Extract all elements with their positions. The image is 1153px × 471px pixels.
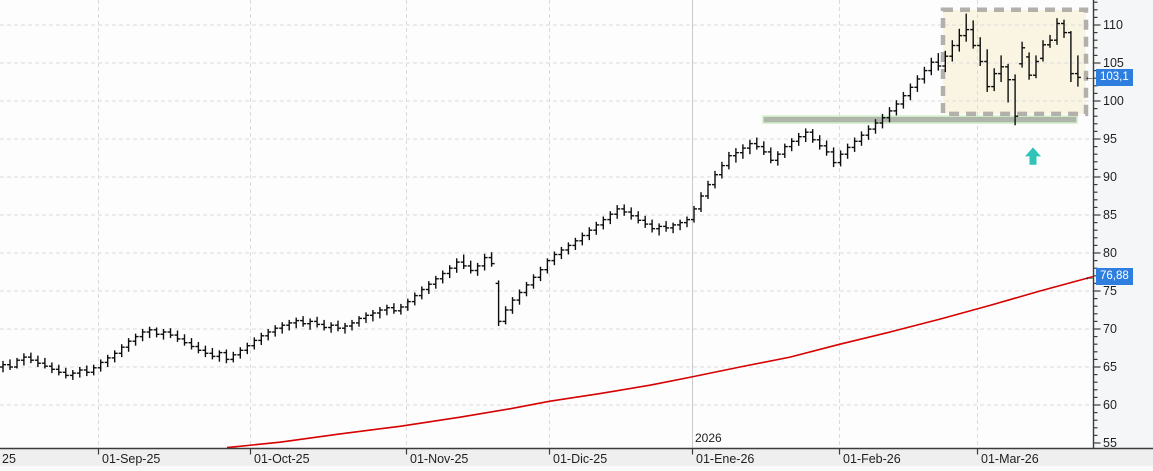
y-axis-label: 105 bbox=[1103, 56, 1124, 70]
y-axis-label: 70 bbox=[1103, 322, 1117, 336]
y-axis-label: 110 bbox=[1103, 18, 1123, 32]
x-axis-label: 01-Sep-25 bbox=[102, 452, 161, 466]
ma-price-badge: 76,88 bbox=[1096, 268, 1133, 286]
support-band bbox=[762, 115, 1078, 124]
x-axis-label: 01-Dic-25 bbox=[553, 452, 608, 466]
y-axis-label: 100 bbox=[1103, 94, 1124, 108]
ma-line bbox=[226, 275, 1094, 449]
y-axis-label: 60 bbox=[1103, 398, 1117, 412]
x-axis-label-partial: 25 bbox=[2, 452, 16, 466]
y-axis-label: 65 bbox=[1103, 360, 1117, 374]
ohlc-bars bbox=[0, 13, 1081, 380]
x-axis-strip[interactable] bbox=[0, 449, 1153, 466]
up-arrow-icon bbox=[1025, 147, 1041, 165]
y-axis-label: 95 bbox=[1103, 132, 1117, 146]
y-axis-label: 85 bbox=[1103, 208, 1117, 222]
x-axis-label: 01-Ene-26 bbox=[696, 452, 755, 466]
last-price-marker-arrow-icon: ← bbox=[1084, 71, 1095, 84]
ma-price-marker-arrow-icon: ← bbox=[1084, 270, 1095, 283]
year-divider-label: 2026 bbox=[695, 431, 722, 445]
breakout-box-border bbox=[940, 7, 1089, 117]
last-price-badge: 103,1 bbox=[1096, 68, 1133, 86]
y-axis-label: 75 bbox=[1103, 284, 1117, 298]
y-axis-label: 80 bbox=[1103, 246, 1117, 260]
bottom-scroll-strip bbox=[0, 466, 1153, 471]
y-axis-label: 55 bbox=[1103, 436, 1117, 450]
x-axis-label: 01-Mar-26 bbox=[981, 452, 1039, 466]
x-axis-label: 01-Oct-25 bbox=[254, 452, 310, 466]
y-axis-label: 90 bbox=[1103, 170, 1117, 184]
x-axis-label: 01-Nov-25 bbox=[410, 452, 469, 466]
x-axis-label: 01-Feb-26 bbox=[843, 452, 901, 466]
